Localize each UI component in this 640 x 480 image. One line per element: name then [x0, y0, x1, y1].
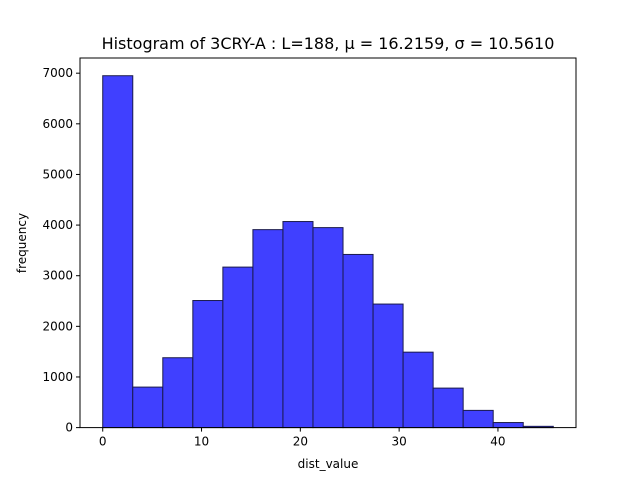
histogram-bar-6 — [282, 221, 314, 429]
y-tick-label: 2000 — [42, 319, 73, 333]
y-tick-label: 1000 — [42, 370, 73, 384]
histogram-bar-9 — [372, 303, 404, 429]
histogram-bar-13 — [492, 422, 524, 429]
chart-title: Histogram of 3CRY-A : L=188, μ = 16.2159… — [102, 34, 555, 53]
histogram-bar-4 — [222, 266, 254, 429]
histogram-bar-12 — [462, 409, 494, 429]
y-tick-label: 7000 — [42, 66, 73, 80]
y-axis-label: frequency — [15, 213, 29, 273]
histogram-bar-5 — [252, 229, 284, 429]
y-axis-ticks: 0 1000 2000 3000 4000 5000 6000 7000 — [42, 66, 80, 435]
x-tick-label: 30 — [391, 435, 406, 449]
x-tick-label: 10 — [194, 435, 209, 449]
x-tick-label: 0 — [99, 435, 107, 449]
y-tick-label: 4000 — [42, 218, 73, 232]
histogram-bar-1 — [132, 386, 164, 429]
histogram-bar-11 — [432, 387, 464, 429]
histogram-bar-10 — [402, 351, 434, 429]
histogram-bar-3 — [192, 300, 224, 429]
x-axis-label: dist_value — [298, 457, 359, 471]
bars-layer — [102, 75, 554, 429]
y-tick-label: 3000 — [42, 269, 73, 283]
histogram-bar-2 — [162, 357, 194, 429]
x-axis-ticks: 0 10 20 30 40 — [99, 427, 506, 449]
y-tick-label: 5000 — [42, 167, 73, 181]
y-tick-label: 6000 — [42, 117, 73, 131]
y-tick-label: 0 — [65, 421, 73, 435]
plot-frame — [79, 57, 577, 429]
x-tick-label: 20 — [293, 435, 308, 449]
histogram-bar-7 — [312, 227, 344, 429]
histogram-bar-0 — [102, 75, 134, 429]
histogram-bar-8 — [342, 253, 374, 429]
x-tick-label: 40 — [490, 435, 505, 449]
